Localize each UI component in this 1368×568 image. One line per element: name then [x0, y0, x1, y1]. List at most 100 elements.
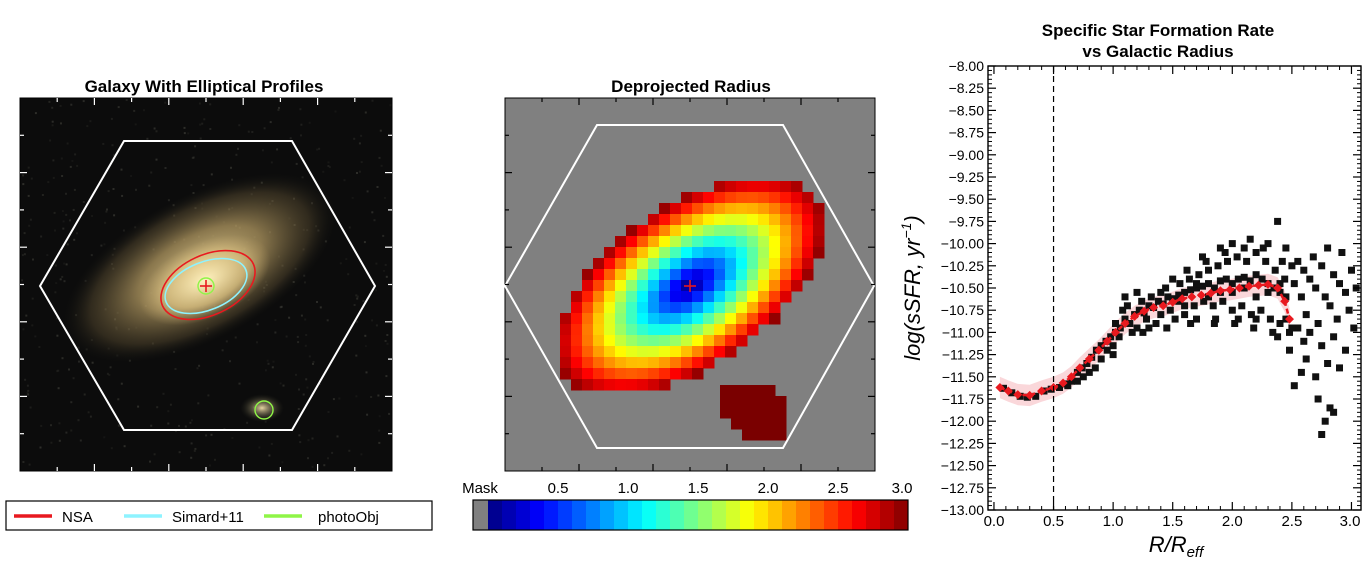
radius-pixel: [637, 236, 649, 248]
noise-speck: [295, 373, 297, 376]
radius-pixel: [637, 258, 649, 270]
noise-speck: [69, 219, 71, 222]
noise-speck: [356, 297, 359, 300]
noise-speck: [117, 106, 120, 109]
scatter-point: [1318, 262, 1326, 270]
radius-pixel: [593, 379, 605, 391]
radius-pixel: [769, 302, 781, 314]
scatter-point: [1193, 284, 1200, 292]
scatter-point: [1135, 306, 1143, 314]
radius-pixel: [714, 269, 726, 281]
noise-speck: [123, 445, 126, 448]
scatter-point: [1312, 284, 1320, 292]
noise-speck: [261, 149, 264, 152]
noise-speck: [133, 109, 136, 112]
galaxy-frame-ticks: [20, 98, 392, 471]
radius-pixel: [692, 236, 704, 248]
y-tick-label: −10.75: [941, 302, 984, 318]
scatter-point: [1091, 364, 1099, 372]
chart-median-line: [995, 279, 1294, 400]
radius-pixel: [571, 368, 583, 380]
median-point: [1149, 303, 1159, 312]
radius-pixel: [714, 335, 726, 347]
noise-speck: [363, 241, 366, 244]
noise-speck: [300, 134, 302, 137]
scatter-point: [1286, 346, 1293, 354]
noise-speck: [201, 122, 204, 125]
radius-pixel: [604, 247, 616, 259]
companion-pixel: [731, 418, 743, 430]
radius-pixel: [758, 258, 770, 270]
median-point: [1084, 354, 1094, 364]
scatter-point: [1073, 377, 1081, 385]
scatter-point: [1175, 291, 1183, 299]
noise-speck: [377, 394, 380, 397]
colorbar-cell: [600, 500, 615, 530]
y-tick-label: −9.00: [949, 147, 985, 163]
noise-speck: [297, 408, 300, 410]
noise-speck: [371, 319, 374, 322]
noise-speck: [117, 424, 120, 427]
radius-frame-ticks: [505, 98, 875, 471]
companion-pixel: [764, 407, 776, 419]
noise-speck: [71, 159, 74, 162]
noise-speck: [269, 121, 272, 124]
radius-pixel: [626, 379, 638, 391]
scatter-point: [1210, 320, 1218, 327]
scatter-point: [1147, 293, 1155, 301]
noise-speck: [50, 424, 52, 427]
noise-speck: [189, 421, 192, 424]
radius-pixel: [747, 181, 759, 193]
colorbar-cell: [754, 500, 769, 530]
radius-pixel: [736, 280, 748, 292]
scatter-point: [1107, 333, 1115, 341]
chart-x-axis-label: R/Reff: [1149, 532, 1205, 561]
noise-speck: [209, 128, 212, 130]
median-point: [1130, 311, 1140, 321]
radius-pixel: [604, 291, 616, 303]
radius-pixel: [692, 192, 704, 204]
noise-speck: [41, 194, 44, 196]
companion-pixel: [742, 429, 754, 441]
radius-pixel: [725, 280, 737, 292]
radius-pixel: [659, 214, 671, 226]
scatter-point: [1312, 373, 1320, 381]
radius-pixel: [692, 247, 704, 259]
radius-pixel: [560, 324, 572, 336]
radius-pixel: [758, 236, 770, 248]
noise-speck: [178, 451, 181, 454]
y-tick-label: −11.50: [942, 369, 984, 385]
scatter-point: [1216, 244, 1224, 252]
y-tick-label: −13.00: [941, 502, 984, 518]
radius-pixel: [692, 357, 704, 369]
radius-pixel: [703, 324, 715, 336]
radius-pixel: [560, 357, 572, 369]
noise-speck: [150, 171, 153, 174]
radius-pixel: [747, 203, 759, 215]
noise-speck: [91, 215, 94, 217]
noise-speck: [371, 211, 374, 214]
scatter-point: [1228, 288, 1236, 296]
scatter-point: [1252, 271, 1260, 279]
radius-pixel: [758, 269, 770, 281]
radius-pixel: [582, 280, 594, 292]
radius-pixel: [670, 302, 682, 314]
colorbar-cells: [473, 500, 909, 530]
galaxy-panel-title: Galaxy With Elliptical Profiles: [85, 77, 324, 96]
noise-speck: [184, 425, 187, 428]
noise-speck: [162, 392, 165, 395]
scatter-point: [1199, 282, 1206, 290]
y-tick-label: −9.75: [949, 213, 985, 229]
noise-speck: [384, 196, 386, 199]
radius-pixel: [791, 192, 803, 204]
noise-speck: [276, 148, 279, 151]
noise-speck: [345, 258, 348, 261]
simard-ellipse: [164, 257, 248, 315]
radius-panel-title: Deprojected Radius: [611, 77, 771, 96]
noise-speck: [27, 166, 30, 169]
radius-pixel: [648, 247, 660, 259]
y-tick-label: −10.00: [941, 236, 984, 252]
scatter-point: [1109, 342, 1117, 350]
scatter-point: [1271, 266, 1279, 274]
noise-speck: [375, 262, 378, 265]
